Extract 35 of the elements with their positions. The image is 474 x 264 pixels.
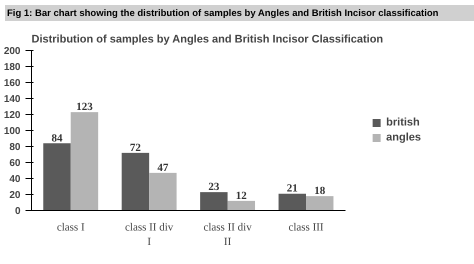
data-label: 18 [314, 185, 326, 198]
y-tick-label: 100 [4, 126, 21, 137]
data-label: 72 [130, 142, 142, 154]
x-tick-label: class III [288, 222, 324, 234]
bar [200, 192, 228, 210]
y-tick-label: 180 [4, 62, 21, 73]
data-label: 23 [208, 181, 220, 194]
y-tick-label: 120 [4, 110, 21, 121]
y-tick-label: 0 [14, 206, 21, 217]
x-tick-label: class I [56, 222, 85, 234]
data-label: 123 [76, 101, 94, 114]
bar [306, 196, 334, 210]
data-label: 47 [157, 162, 169, 174]
data-label: 84 [51, 132, 63, 144]
bar [228, 200, 256, 210]
y-tick-label: 200 [4, 46, 21, 57]
bar [122, 152, 150, 210]
y-tick-label: 140 [4, 94, 21, 105]
bar [43, 143, 71, 210]
legend-label: angles [386, 132, 421, 144]
y-tick-label: 40 [9, 174, 21, 185]
chart-title: Distribution of samples by Angles and British Incisor Classification [32, 34, 384, 46]
x-tick-label: class II div II [203, 222, 252, 248]
x-tick-label: class II div I [125, 222, 174, 248]
bar [278, 194, 306, 210]
y-tick-label: 160 [4, 78, 21, 89]
data-label: 12 [236, 190, 248, 202]
data-label: 21 [286, 182, 298, 195]
y-tick-label: 20 [9, 190, 21, 201]
legend-label: british [386, 116, 420, 128]
bar [70, 112, 98, 210]
bar [149, 172, 177, 210]
caption: Fig 1: Bar chart showing the distribution of samples by Angles and British Incisor classification [7, 7, 438, 21]
y-tick-label: 60 [9, 158, 21, 169]
y-tick-label: 80 [9, 142, 21, 153]
